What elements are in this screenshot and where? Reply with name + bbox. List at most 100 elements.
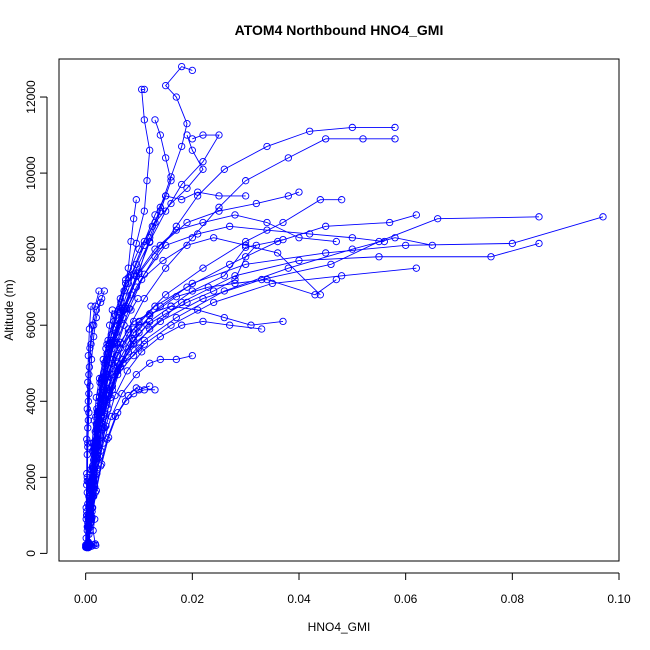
data-point [242, 253, 250, 261]
x-tick-label: 0.08 [501, 592, 525, 606]
y-axis: 0 2000 4000 6000 8000 10000 12000 [24, 80, 48, 557]
data-point [90, 332, 98, 341]
data-point [162, 310, 170, 318]
data-point [338, 196, 346, 204]
data-point [138, 85, 146, 94]
data-point [134, 294, 142, 303]
data-point [146, 359, 154, 367]
data-point [279, 218, 287, 227]
data-point [295, 188, 303, 196]
data-point [172, 313, 180, 322]
data-point [92, 313, 100, 322]
data-point [199, 158, 207, 166]
x-tick-label: 0.06 [394, 592, 418, 606]
data-point [391, 135, 399, 143]
data-point [322, 135, 330, 143]
data-point [130, 317, 138, 326]
data-point [220, 165, 228, 173]
data-point [86, 382, 94, 390]
data-point [88, 507, 96, 516]
data-point [332, 275, 340, 284]
profile-line [85, 481, 89, 548]
x-tick-label: 0.10 [607, 592, 631, 606]
data-point [89, 526, 97, 535]
data-point [140, 241, 148, 250]
y-tick-label: 4000 [24, 388, 38, 415]
data-point [162, 264, 170, 272]
plot-marks [82, 62, 607, 552]
data-point [124, 391, 132, 400]
data-point [130, 336, 138, 345]
data-point [138, 348, 146, 356]
y-tick-label: 2000 [24, 464, 38, 491]
data-point [132, 260, 140, 269]
data-point [140, 336, 148, 345]
data-point [172, 93, 180, 101]
data-point [242, 237, 250, 246]
data-point [103, 340, 111, 348]
data-point [252, 241, 260, 250]
data-point [295, 256, 303, 265]
data-point [84, 477, 92, 485]
data-point [91, 515, 99, 523]
y-axis-label: Altitude (m) [2, 279, 16, 340]
data-point [162, 291, 170, 299]
data-point [130, 325, 138, 333]
data-point [263, 218, 271, 227]
data-point [127, 340, 135, 348]
data-point [96, 298, 105, 307]
data-point [162, 192, 170, 200]
data-point [199, 264, 207, 272]
data-point [199, 317, 207, 326]
data-point [88, 504, 97, 512]
data-point [86, 519, 95, 527]
data-point [178, 142, 186, 151]
plot-frame [58, 58, 620, 562]
profile-line [87, 298, 139, 546]
y-tick-label: 0 [24, 550, 38, 557]
data-point [85, 370, 93, 379]
data-point [188, 351, 196, 360]
data-point [348, 245, 356, 253]
data-point [108, 306, 116, 314]
data-point [487, 253, 495, 261]
data-point [172, 355, 180, 364]
data-point [146, 382, 154, 390]
data-point [183, 184, 191, 192]
data-point [188, 279, 196, 288]
data-point [306, 230, 314, 238]
x-tick-label: 0.02 [181, 592, 205, 606]
data-point [140, 340, 148, 348]
data-point [84, 378, 92, 386]
data-point [188, 234, 196, 242]
data-point [183, 120, 191, 128]
data-point [123, 367, 131, 375]
data-point [108, 359, 116, 367]
data-point [135, 321, 143, 329]
data-point [172, 222, 180, 230]
data-point [151, 245, 159, 253]
data-point [231, 279, 239, 288]
data-point [162, 207, 170, 215]
data-point [199, 165, 207, 173]
data-point [167, 177, 175, 185]
data-point [100, 397, 108, 405]
profile-line [86, 355, 193, 548]
data-point [188, 287, 196, 295]
data-point [130, 215, 138, 223]
data-point [111, 391, 119, 400]
data-point [183, 298, 191, 307]
data-point [86, 344, 94, 352]
data-point [99, 374, 107, 383]
data-point [103, 350, 111, 358]
y-tick-label: 10000 [24, 156, 38, 190]
data-point [84, 500, 92, 508]
data-point [178, 62, 186, 71]
data-point [104, 405, 112, 413]
data-point [380, 237, 388, 246]
data-point [199, 131, 207, 139]
data-point [122, 397, 130, 405]
data-point [162, 154, 170, 162]
data-point [106, 321, 114, 329]
data-point [83, 469, 91, 478]
